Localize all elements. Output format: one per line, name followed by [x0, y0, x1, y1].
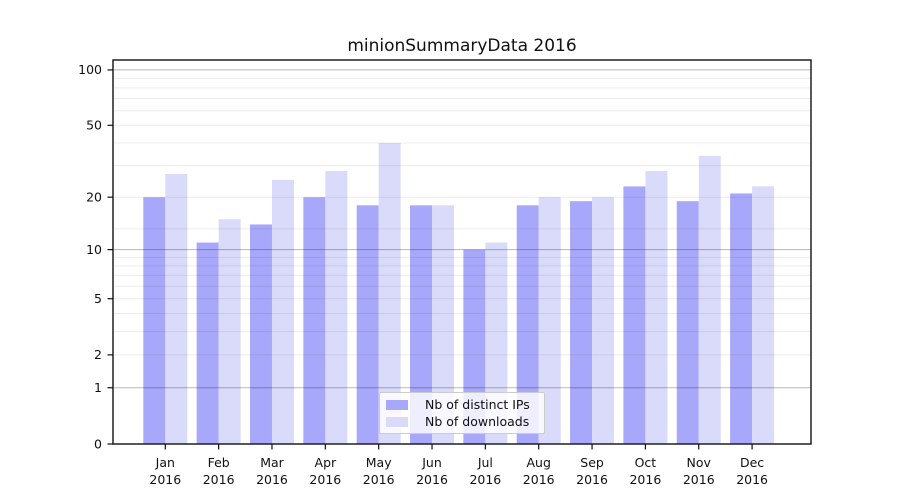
x-tick-month-aug: Aug [527, 455, 551, 470]
x-tick-month-dec: Dec [740, 455, 764, 470]
y-tick-label-1: 1 [94, 380, 102, 395]
chart-title: minionSummaryData 2016 [347, 36, 577, 56]
bar-distinct-ips-feb [196, 242, 219, 444]
x-tick-month-may: May [366, 455, 392, 470]
x-tick-year-oct: 2016 [629, 472, 661, 487]
y-tick-label-100: 100 [78, 62, 102, 77]
bar-distinct-ips-sep [570, 201, 593, 444]
bar-downloads-may [378, 142, 401, 444]
x-tick-month-mar: Mar [260, 455, 284, 470]
x-tick-year-jun: 2016 [416, 472, 448, 487]
bar-distinct-ips-apr [303, 197, 326, 444]
y-tick-label-2: 2 [94, 347, 102, 362]
y-tick-label-50: 50 [86, 118, 102, 133]
bar-downloads-aug [538, 197, 561, 444]
y-tick-label-20: 20 [86, 190, 102, 205]
x-tick-month-jun: Jun [421, 455, 442, 470]
x-tick-year-jul: 2016 [469, 472, 501, 487]
x-tick-month-sep: Sep [580, 455, 604, 470]
bar-downloads-feb [218, 219, 241, 444]
y-tick-label-5: 5 [94, 291, 102, 306]
plot-border [112, 59, 812, 445]
legend-entry-downloads: Nb of downloads [386, 414, 538, 429]
bar-downloads-jan [165, 173, 188, 444]
bar-downloads-sep [592, 197, 615, 444]
y-tick-label-0: 0 [94, 436, 102, 451]
x-tick-year-apr: 2016 [309, 472, 341, 487]
x-tick-month-oct: Oct [635, 455, 657, 470]
x-tick-year-feb: 2016 [203, 472, 235, 487]
bar-distinct-ips-may [356, 205, 379, 444]
bar-distinct-ips-aug [516, 205, 539, 444]
bar-distinct-ips-jan [143, 197, 166, 444]
legend: Nb of distinct IPs Nb of downloads [379, 392, 545, 434]
x-tick-year-dec: 2016 [736, 472, 768, 487]
x-tick-month-jul: Jul [477, 455, 493, 470]
legend-swatch-distinct-ips [386, 399, 408, 410]
bar-distinct-ips-mar [249, 224, 272, 444]
x-tick-year-jan: 2016 [149, 472, 181, 487]
legend-label-distinct-ips: Nb of distinct IPs [425, 397, 530, 412]
bar-downloads-dec [752, 186, 775, 444]
bar-downloads-mar [271, 179, 294, 445]
bar-distinct-ips-nov [676, 201, 699, 444]
x-tick-year-mar: 2016 [256, 472, 288, 487]
y-tick-label-10: 10 [86, 242, 102, 257]
bar-downloads-oct [645, 171, 668, 444]
x-tick-year-may: 2016 [363, 472, 395, 487]
x-tick-month-apr: Apr [315, 455, 337, 470]
bar-downloads-nov [698, 155, 721, 444]
legend-label-downloads: Nb of downloads [425, 414, 530, 429]
x-tick-year-sep: 2016 [576, 472, 608, 487]
bar-distinct-ips-jun [410, 205, 433, 444]
x-tick-month-jan: Jan [155, 455, 175, 470]
bar-distinct-ips-dec [730, 193, 753, 444]
x-tick-month-nov: Nov [687, 455, 712, 470]
x-tick-year-nov: 2016 [683, 472, 715, 487]
x-tick-month-feb: Feb [208, 455, 230, 470]
x-tick-year-aug: 2016 [523, 472, 555, 487]
bar-downloads-jun [432, 205, 455, 444]
legend-entry-distinct-ips: Nb of distinct IPs [386, 397, 538, 412]
bar-distinct-ips-oct [623, 186, 646, 444]
legend-swatch-downloads [386, 416, 408, 427]
bar-downloads-apr [325, 171, 348, 444]
